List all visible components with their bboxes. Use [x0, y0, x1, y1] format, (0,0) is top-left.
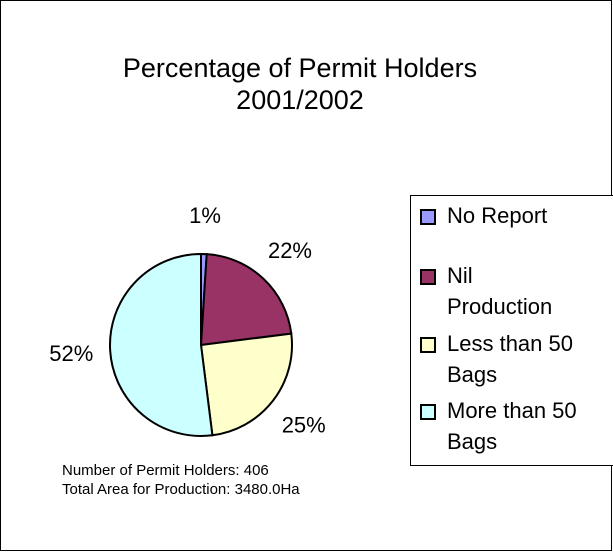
annotation: Number of Permit Holders: 406: [62, 462, 269, 479]
pie-slice: [199, 253, 293, 347]
legend-swatch: [420, 404, 436, 420]
legend-label: Nil Production: [447, 263, 553, 319]
legend-swatch: [420, 209, 436, 225]
legend-label: Less than 50 Bags: [447, 331, 573, 387]
legend-label: More than 50 Bags: [447, 398, 577, 454]
legend-box: [410, 195, 613, 466]
data-label: 25%: [282, 413, 326, 438]
chart-title: Percentage of Permit Holders: [123, 53, 477, 83]
data-label: 1%: [189, 203, 221, 228]
pie-slice: [199, 332, 293, 437]
annotation: Total Area for Production: 3480.0Ha: [62, 481, 300, 498]
data-label: 52%: [49, 341, 93, 366]
legend-label: No Report: [447, 203, 548, 228]
data-label: 22%: [268, 238, 312, 263]
pie-slice: [109, 252, 214, 437]
legend-swatch: [420, 337, 436, 353]
legend-swatch: [420, 269, 436, 285]
chart-title: 2001/2002: [236, 85, 364, 115]
